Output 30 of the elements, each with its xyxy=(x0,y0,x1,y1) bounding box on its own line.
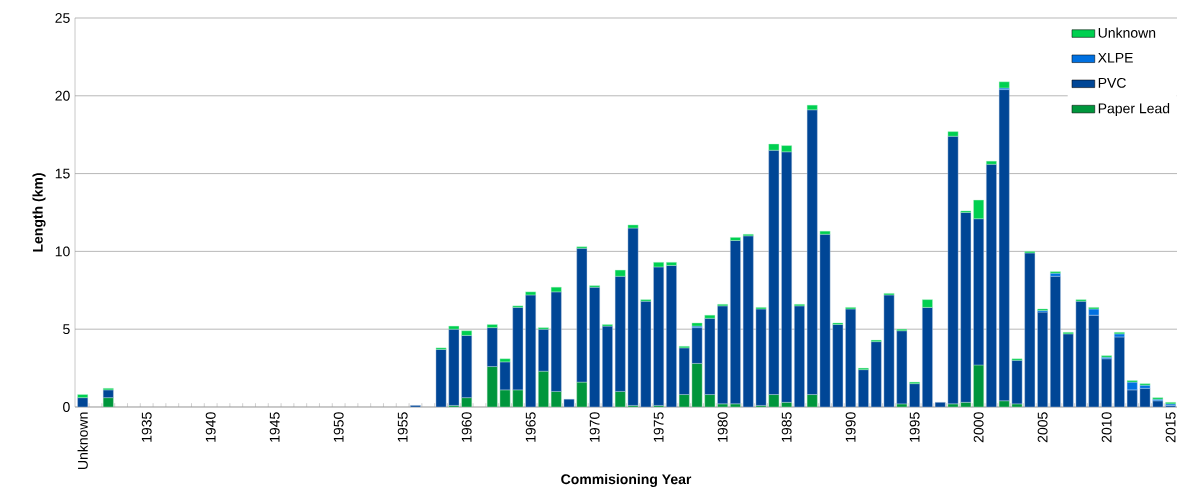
x-tick-label: 1975 xyxy=(653,412,664,442)
x-tick-label: 2010 xyxy=(1101,412,1112,443)
y-axis-title: Length (km) xyxy=(32,173,46,252)
x-tick-label: 1980 xyxy=(717,412,728,442)
x-tick-label: 1940 xyxy=(205,412,216,442)
legend-label: XLPE xyxy=(1097,52,1133,63)
y-tick-label: 20 xyxy=(55,90,70,101)
x-tick-label: 1960 xyxy=(461,412,472,442)
x-tick-label: 1990 xyxy=(845,412,856,442)
x-tick-label: 2000 xyxy=(973,412,984,443)
legend-label: PVC xyxy=(1098,77,1126,88)
x-axis-title: Commisioning Year xyxy=(561,473,692,487)
y-tick-label: 25 xyxy=(55,13,70,23)
y-tick-label: 5 xyxy=(63,324,70,335)
x-tick-label: 1985 xyxy=(781,412,792,442)
x-tick-label: 1945 xyxy=(269,412,280,442)
legend-label: Paper Lead xyxy=(1098,103,1170,117)
y-tick-label: 10 xyxy=(55,246,70,257)
x-tick-label: 2015 xyxy=(1165,412,1176,443)
x-tick-label: 1950 xyxy=(333,412,344,442)
x-tick-label: 1995 xyxy=(909,412,920,442)
x-tick-label: Unknown xyxy=(77,412,88,469)
y-tick-label: 15 xyxy=(55,168,70,179)
x-tick-label: 1970 xyxy=(589,412,600,442)
x-tick-label: 2005 xyxy=(1037,412,1048,443)
x-tick-label: 1955 xyxy=(397,412,408,442)
x-tick-label: 1935 xyxy=(141,412,152,442)
y-tick-label: 0 xyxy=(63,402,70,412)
x-tick-label: 1965 xyxy=(525,412,536,442)
legend-label: Unknown xyxy=(1098,27,1156,38)
